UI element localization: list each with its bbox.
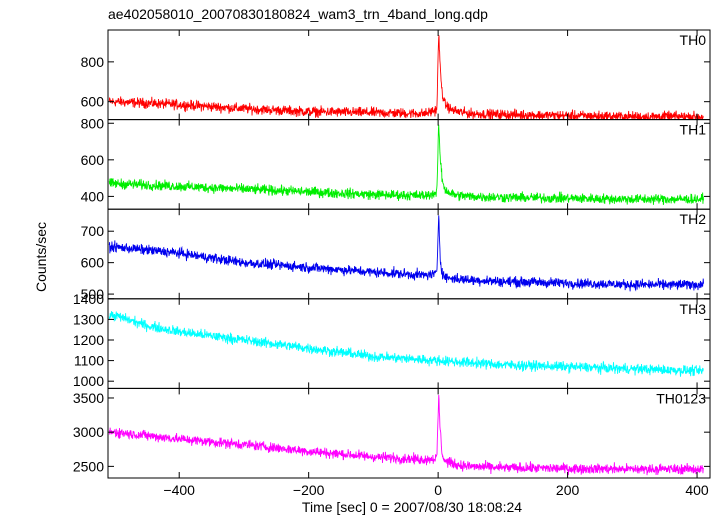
series-line-th0 <box>108 35 704 120</box>
panel-label-th1: TH1 <box>680 122 707 138</box>
y-tick-label: 400 <box>81 188 105 204</box>
y-axis-title: Counts/sec <box>33 222 49 292</box>
y-tick-label: 3000 <box>73 424 104 440</box>
panel-th2: 500 600 700 TH2 <box>81 208 711 302</box>
panel-label-th0: TH0 <box>680 32 707 48</box>
y-tick-label: 1300 <box>73 311 104 327</box>
series-line-th1 <box>108 124 704 205</box>
panel-th0: 600 800 TH0 <box>81 29 711 121</box>
y-tick-label: 1200 <box>73 332 104 348</box>
chart-title: ae402058010_20070830180824_wam3_trn_4ban… <box>108 6 488 22</box>
x-tick-label: 200 <box>556 482 580 498</box>
x-tick-label: 400 <box>685 482 709 498</box>
y-tick-label: 700 <box>81 223 105 239</box>
panel-frame <box>107 387 711 479</box>
chart-panels: 600 800 TH0 400 600 800 TH1 500 600 700 TH2 1000 110… <box>73 29 711 479</box>
y-tick-label: 600 <box>81 152 105 168</box>
series-line-th0123 <box>108 394 704 476</box>
y-tick-label: 1100 <box>74 353 104 369</box>
x-tick-label: −200 <box>293 482 325 498</box>
series-line-th2 <box>108 215 704 292</box>
x-tick-label: 0 <box>434 482 442 498</box>
panel-label-th3: TH3 <box>680 301 707 317</box>
series-line-th3 <box>108 311 704 377</box>
y-tick-label: 3500 <box>73 390 104 406</box>
y-tick-label: 800 <box>81 54 105 70</box>
panel-th0123: 2500 3000 3500 TH0123 <box>73 387 711 479</box>
y-tick-label: 600 <box>81 255 105 271</box>
panel-th1: 400 600 800 TH1 <box>81 115 711 210</box>
panel-label-th0123: TH0123 <box>656 390 706 406</box>
y-tick-label: 2500 <box>73 458 104 474</box>
y-tick-label: 1000 <box>73 373 104 389</box>
x-axis-title: Time [sec] 0 = 2007/08/30 18:08:24 <box>302 499 522 515</box>
x-tick-label: −400 <box>163 482 195 498</box>
panel-frame <box>107 298 711 389</box>
panel-label-th2: TH2 <box>680 211 707 227</box>
panel-th3: 1000 1100 1200 1300 1400 TH3 <box>73 291 711 389</box>
y-tick-label: 600 <box>81 94 105 110</box>
y-tick-label: 800 <box>81 115 105 131</box>
x-axis: −400 −200 0 200 400 <box>163 482 709 498</box>
y-tick-label: 1400 <box>73 291 104 307</box>
y-tick-label: 500 <box>81 286 105 302</box>
